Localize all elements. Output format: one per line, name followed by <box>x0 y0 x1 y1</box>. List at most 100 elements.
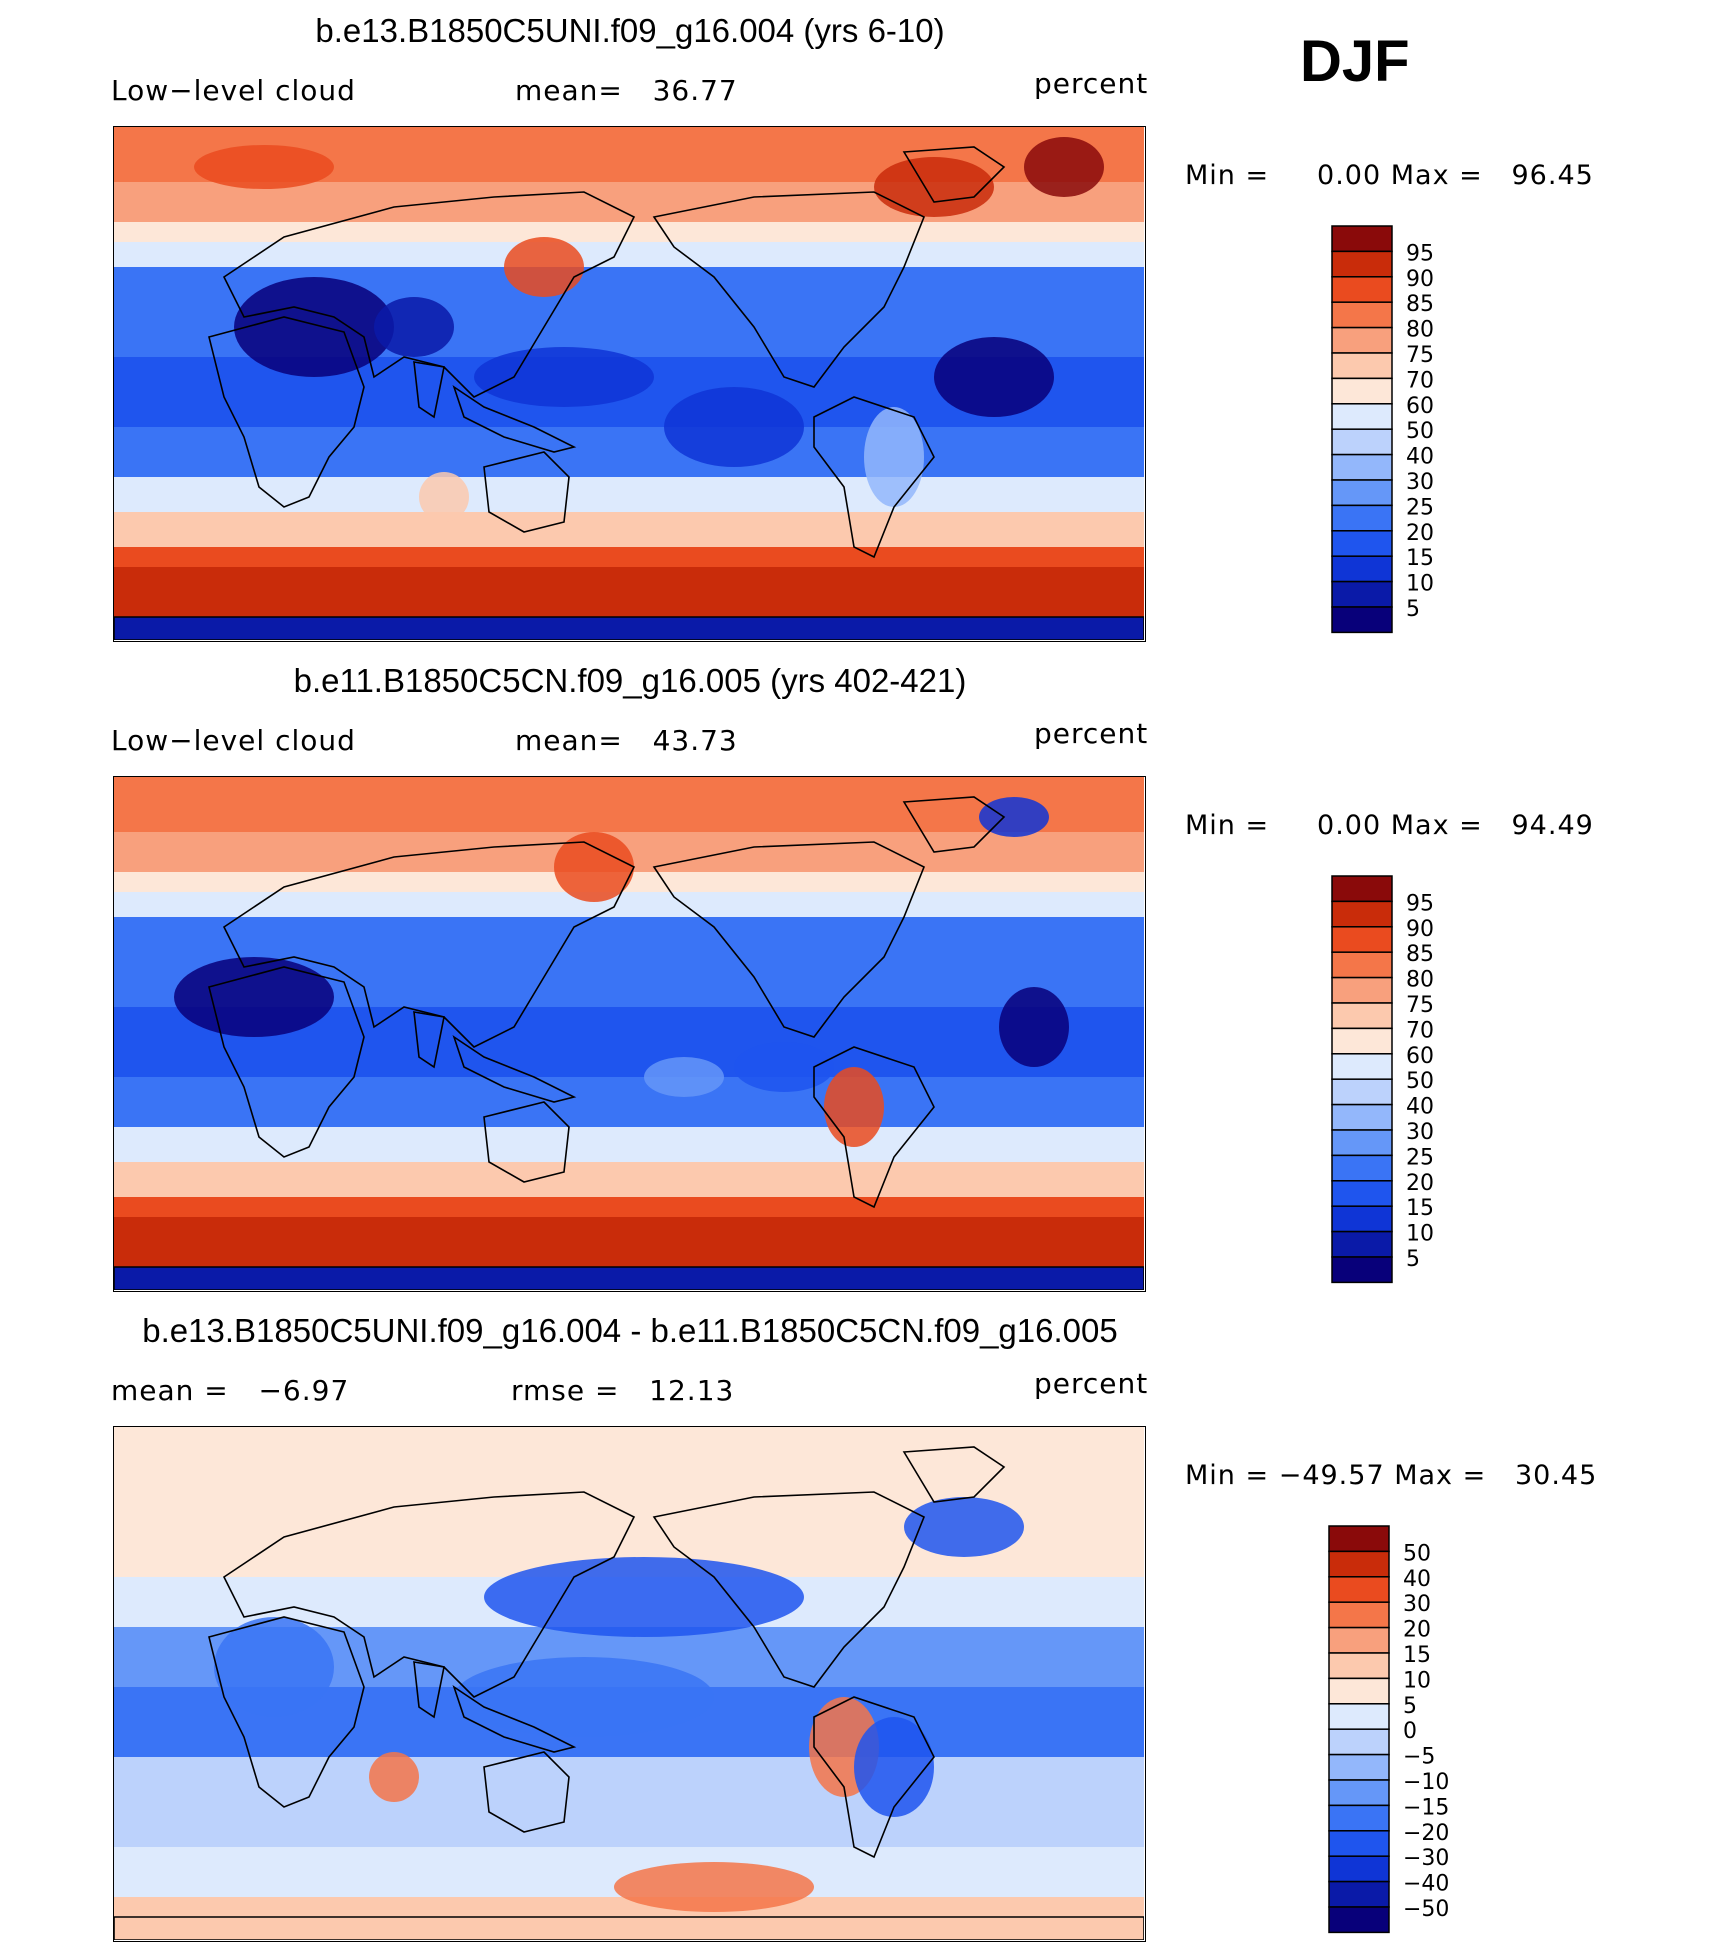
contour-patch <box>484 1557 804 1637</box>
colorbar-label: 5 <box>1403 1694 1417 1719</box>
colorbar-swatch <box>1331 555 1393 583</box>
coastline <box>114 1266 1144 1290</box>
contour-band <box>114 1427 1144 1497</box>
colorbar-swatch <box>1331 875 1393 903</box>
panel-1-variable: Low−level cloud <box>111 74 356 107</box>
colorbar-swatch <box>1328 1804 1390 1832</box>
colorbar-swatch <box>1331 900 1393 928</box>
colorbar-label: 50 <box>1403 1541 1431 1566</box>
contour-field <box>114 1427 1144 1940</box>
colorbar-swatch <box>1331 606 1393 634</box>
colorbar-label: −40 <box>1403 1872 1449 1897</box>
colorbar-swatch <box>1328 1703 1390 1730</box>
coastline <box>652 191 926 388</box>
colorbar-label: 80 <box>1406 318 1434 343</box>
contour-patch <box>419 472 469 522</box>
colorbar-swatch <box>1328 1855 1390 1883</box>
colorbar-label: 95 <box>1406 891 1434 916</box>
colorbar-label: 20 <box>1403 1618 1431 1643</box>
colorbar-label: 20 <box>1406 521 1434 546</box>
contour-patch <box>854 1717 934 1817</box>
season-label: DJF <box>1300 29 1410 94</box>
colorbar-swatch <box>1328 1626 1390 1654</box>
colorbar-swatch <box>1331 377 1393 405</box>
contour-patch <box>454 1657 714 1737</box>
colorbar-swatch <box>1331 428 1393 456</box>
colorbar-label: 75 <box>1406 993 1434 1018</box>
colorbar-label: 60 <box>1406 1044 1434 1069</box>
contour-patch <box>824 1067 884 1147</box>
colorbar-label: 40 <box>1403 1567 1431 1592</box>
colorbar-swatch <box>1328 1677 1390 1705</box>
coastline <box>222 191 636 398</box>
contour-band <box>114 1077 1144 1127</box>
colorbar-label: 90 <box>1406 267 1434 292</box>
colorbar-label: −30 <box>1403 1846 1449 1871</box>
contour-patch <box>934 337 1054 417</box>
colorbar-label: 5 <box>1406 1247 1420 1272</box>
coastline <box>208 316 365 508</box>
coastline <box>222 1491 636 1698</box>
contour-field <box>114 777 1144 1290</box>
colorbar-swatch <box>1331 1205 1393 1233</box>
colorbar-swatch <box>1331 479 1393 507</box>
contour-band <box>114 1162 1144 1197</box>
colorbar-swatch <box>1331 301 1393 329</box>
panel-3-mean: mean = −6.97 <box>111 1374 350 1407</box>
colorbar-swatch <box>1328 1550 1390 1578</box>
colorbar-swatch <box>1331 352 1393 380</box>
colorbar-label: 10 <box>1406 1222 1434 1247</box>
contour-patch <box>904 1497 1024 1557</box>
colorbar-swatch <box>1331 326 1393 354</box>
contour-patch <box>174 957 334 1037</box>
colorbar-swatch <box>1328 1906 1390 1934</box>
colorbar-swatch <box>1331 580 1393 608</box>
contour-band <box>114 1197 1144 1217</box>
contour-patch <box>1024 137 1104 197</box>
colorbar-label: 10 <box>1403 1668 1431 1693</box>
colorbar-label: 40 <box>1406 445 1434 470</box>
contour-patch <box>864 407 924 507</box>
panel-3-title: b.e13.B1850C5UNI.f09_g16.004 - b.e11.B18… <box>142 1312 1118 1349</box>
coastline <box>483 1751 570 1833</box>
colorbar-label: 50 <box>1406 1069 1434 1094</box>
colorbar-label: 5 <box>1406 597 1420 622</box>
colorbar-label: 85 <box>1406 942 1434 967</box>
coastlines <box>114 796 1144 1290</box>
colorbar-swatch <box>1331 1129 1393 1157</box>
colorbar-swatch <box>1328 1652 1390 1680</box>
contour-patch <box>734 1042 834 1092</box>
colorbar-label: 15 <box>1406 1196 1434 1221</box>
colorbar-swatch <box>1331 1103 1393 1131</box>
coastline <box>413 1011 445 1069</box>
contour-patch <box>644 1057 724 1097</box>
panel-2-variable: Low−level cloud <box>111 724 356 757</box>
colorbar-swatch <box>1331 1180 1393 1207</box>
coastline <box>222 841 636 1048</box>
colorbar-swatch <box>1331 951 1393 979</box>
contour-patch <box>664 387 804 467</box>
contour-band <box>114 1897 1144 1940</box>
coastline <box>208 966 365 1158</box>
panel-2-units: percent <box>1034 717 1149 750</box>
colorbar-label: 75 <box>1406 343 1434 368</box>
colorbar-label: −50 <box>1403 1897 1449 1922</box>
colorbar-swatch <box>1331 453 1393 481</box>
contour-band <box>114 892 1144 917</box>
colorbar-label: 30 <box>1406 1120 1434 1145</box>
colorbar-swatch <box>1331 1027 1393 1055</box>
contour-band <box>114 547 1144 567</box>
colorbar-swatch <box>1331 1154 1393 1182</box>
colorbar-swatch <box>1331 225 1393 253</box>
colorbar-label: −15 <box>1403 1795 1449 1820</box>
coastline <box>208 1616 365 1808</box>
colorbar-swatch <box>1328 1830 1390 1857</box>
coastline <box>114 1916 1144 1940</box>
colorbar-label: 15 <box>1403 1643 1431 1668</box>
colorbar-label: 0 <box>1403 1719 1417 1744</box>
panel-3-map <box>113 1426 1146 1942</box>
colorbar-swatch <box>1328 1525 1390 1553</box>
panel-1-minmax: Min = 0.00 Max = 96.45 <box>1185 160 1594 191</box>
colorbar-swatch <box>1331 1256 1393 1284</box>
